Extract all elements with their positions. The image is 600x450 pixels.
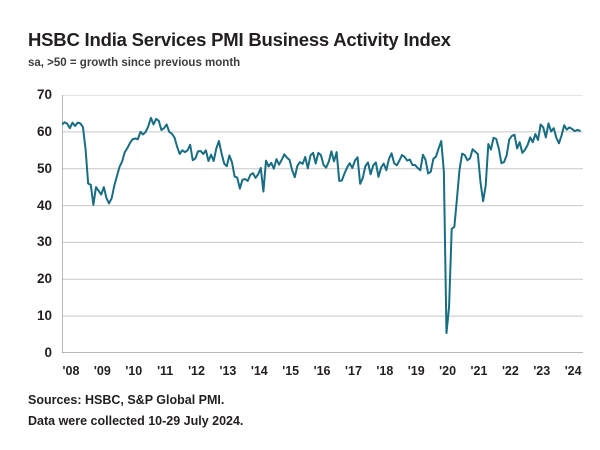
footnote-collection-dates: Data were collected 10-29 July 2024. (28, 414, 244, 428)
x-axis-tick-label: '23 (533, 364, 551, 378)
x-axis-tick-label: '18 (376, 364, 394, 378)
plot-area (62, 95, 583, 353)
y-axis-tick-label: 40 (36, 197, 52, 213)
x-axis-tick-label: '08 (62, 364, 80, 378)
x-axis-tick-label: '15 (282, 364, 300, 378)
y-axis-tick-label: 0 (44, 345, 52, 360)
chart-title: HSBC India Services PMI Business Activit… (28, 29, 451, 50)
chart-plot-svg (62, 95, 583, 353)
x-axis-tick-label: '13 (219, 364, 237, 378)
x-axis-tick-label: '19 (407, 364, 425, 378)
y-axis-tick-label: 70 (36, 87, 52, 102)
chart-subtitle: sa, >50 = growth since previous month (28, 57, 241, 69)
x-axis-tick-label: '17 (345, 364, 362, 378)
y-axis-tick-label: 30 (36, 234, 52, 250)
x-axis-tick-label: '11 (157, 364, 174, 378)
y-axis-tick-label: 10 (36, 308, 52, 324)
x-axis-tick-label: '20 (439, 364, 457, 378)
footnote-sources: Sources: HSBC, S&P Global PMI. (28, 393, 225, 407)
x-axis-tick-label: '09 (93, 364, 111, 378)
x-axis-tick-label: '12 (188, 364, 205, 378)
footnotes: Sources: HSBC, S&P Global PMI. Data were… (28, 393, 568, 435)
y-axis-tick-label: 60 (36, 123, 52, 139)
x-axis-tick-label: '22 (501, 364, 519, 378)
gridlines (62, 95, 583, 317)
x-axis-tick-labels: '08 '09 '10 '11 '12 '13 '14 '15 '16 '17 '18 '19 '20 '… (62, 362, 583, 382)
x-axis-tick-label: '14 (250, 364, 268, 378)
x-axis-tick-label: '24 (564, 364, 582, 378)
y-axis-tick-label: 20 (36, 271, 52, 287)
x-axis-tick-label: '16 (313, 364, 331, 378)
pmi-data-line (62, 116, 581, 335)
x-axis-tick-label: '21 (470, 364, 488, 378)
y-axis-tick-label: 50 (36, 160, 52, 176)
y-axis-tick-labels: 0 10 20 30 40 50 60 70 (22, 88, 52, 359)
x-axis-tick-label: '10 (125, 364, 143, 378)
